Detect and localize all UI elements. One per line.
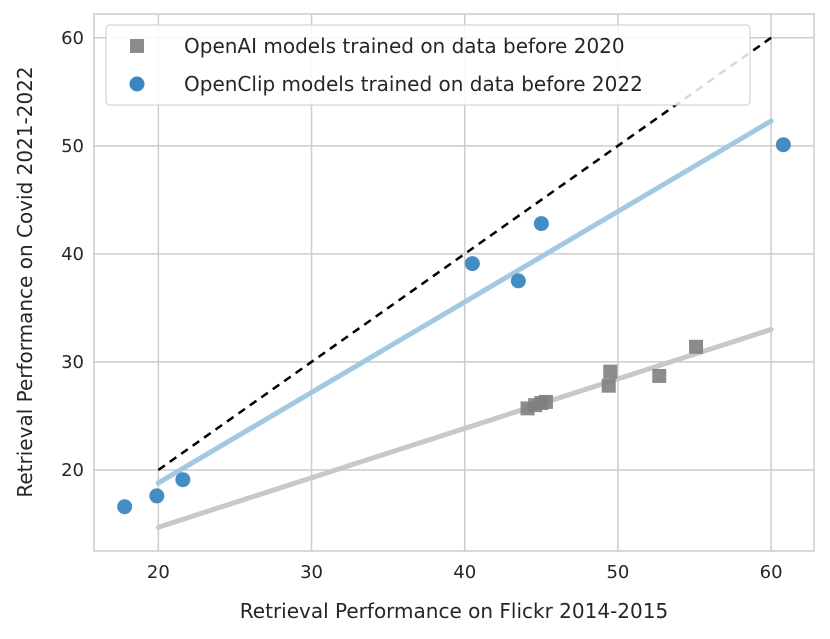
data-point-series-1 bbox=[149, 488, 165, 504]
legend-frame bbox=[105, 24, 751, 106]
data-point-series-1 bbox=[464, 256, 480, 272]
legend: OpenAI models trained on data before 202… bbox=[105, 24, 751, 106]
y-tick-label: 30 bbox=[61, 352, 84, 373]
data-point-series-0 bbox=[689, 339, 704, 354]
y-tick-label: 20 bbox=[61, 460, 84, 481]
x-tick-label: 50 bbox=[606, 562, 629, 583]
y-tick-label: 60 bbox=[61, 28, 84, 49]
x-axis-label: Retrieval Performance on Flickr 2014-201… bbox=[240, 599, 668, 623]
legend-marker-openclip bbox=[129, 76, 145, 92]
y-tick-label: 40 bbox=[61, 244, 84, 265]
data-point-series-0 bbox=[538, 394, 553, 409]
fit-line-series-1 bbox=[155, 118, 774, 486]
data-point-series-1 bbox=[175, 472, 191, 488]
data-point-series-0 bbox=[601, 378, 616, 393]
legend-marker-openai bbox=[130, 39, 144, 53]
legend-label-openai: OpenAI models trained on data before 202… bbox=[184, 34, 625, 58]
x-tick-label: 30 bbox=[300, 562, 323, 583]
fit-line-series-0 bbox=[155, 327, 774, 530]
x-tick-label: 60 bbox=[760, 562, 783, 583]
x-tick-label: 40 bbox=[453, 562, 476, 583]
tick-labels: 20 30 40 50 60 20 30 40 50 60 bbox=[61, 28, 782, 583]
data-point-series-0 bbox=[652, 368, 667, 383]
y-axis-label: Retrieval Performance on Covid 2021-2022 bbox=[13, 66, 37, 497]
x-tick-label: 20 bbox=[147, 562, 170, 583]
data-points bbox=[117, 137, 791, 515]
data-point-series-1 bbox=[775, 137, 791, 153]
y-tick-label: 50 bbox=[61, 136, 84, 157]
data-point-series-1 bbox=[533, 216, 549, 232]
data-point-series-1 bbox=[117, 499, 133, 515]
fit-lines bbox=[155, 36, 774, 530]
data-point-series-1 bbox=[510, 273, 526, 289]
legend-label-openclip: OpenClip models trained on data before 2… bbox=[184, 72, 643, 96]
data-point-series-0 bbox=[603, 364, 618, 379]
